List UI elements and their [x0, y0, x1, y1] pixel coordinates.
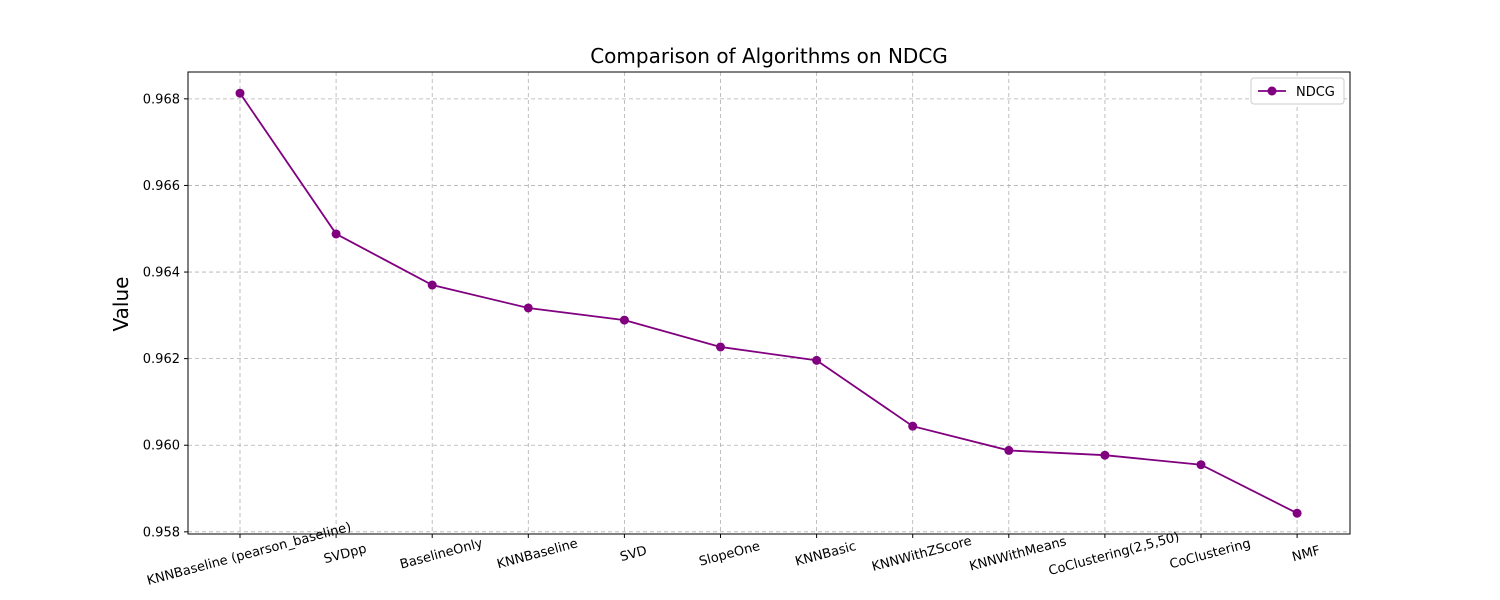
- x-tick-label: SVD: [619, 544, 649, 566]
- legend-label: NDCG: [1296, 85, 1335, 100]
- data-point: [1196, 460, 1206, 470]
- data-point: [908, 421, 918, 431]
- x-tick-label: KNNWithZScore: [870, 534, 973, 575]
- y-tick-label: 0.960: [143, 439, 180, 454]
- y-axis-label: Value: [109, 277, 133, 332]
- x-tick-label: SlopeOne: [698, 539, 762, 570]
- y-tick-label: 0.958: [143, 525, 180, 540]
- y-axis-ticks: 0.958 0.960 0.962 0.964 0.966 0.968: [143, 92, 188, 540]
- data-point: [1292, 508, 1302, 518]
- legend: NDCG: [1250, 77, 1345, 105]
- x-tick-label: KNNBaseline: [495, 536, 579, 572]
- series-group: [235, 88, 1302, 518]
- data-point: [619, 315, 629, 325]
- series-line-ndcg: [239, 92, 1298, 515]
- legend-box: [1250, 77, 1345, 105]
- y-tick-label: 0.964: [143, 266, 180, 281]
- data-point: [523, 303, 533, 313]
- x-tick-label: NMF: [1291, 543, 1322, 565]
- data-point: [331, 229, 341, 239]
- legend-marker: [1267, 86, 1277, 96]
- data-point: [1004, 445, 1014, 455]
- data-point: [812, 355, 822, 365]
- plot-frame: [187, 71, 1351, 535]
- data-point: [235, 88, 245, 98]
- x-tick-label: SVDpp: [322, 541, 368, 567]
- x-tick-label: KNNBasic: [794, 539, 858, 570]
- x-axis-ticks: KNNBaseline (pearson_baseline)SVDpp Basel…: [145, 520, 1322, 589]
- chart-title: Comparison of Algorithms on NDCG: [590, 44, 948, 68]
- grid: [188, 72, 1350, 534]
- x-tick-label: BaselineOnly: [398, 536, 484, 573]
- x-tick-label: CoClustering(2,5,50): [1047, 530, 1181, 579]
- data-point: [427, 280, 437, 290]
- y-tick-label: 0.962: [143, 352, 180, 367]
- x-tick-label: CoClustering: [1168, 536, 1252, 572]
- data-point: [716, 342, 725, 352]
- y-tick-label: 0.966: [143, 179, 180, 194]
- y-tick-label: 0.968: [143, 92, 180, 107]
- data-point: [1100, 450, 1110, 460]
